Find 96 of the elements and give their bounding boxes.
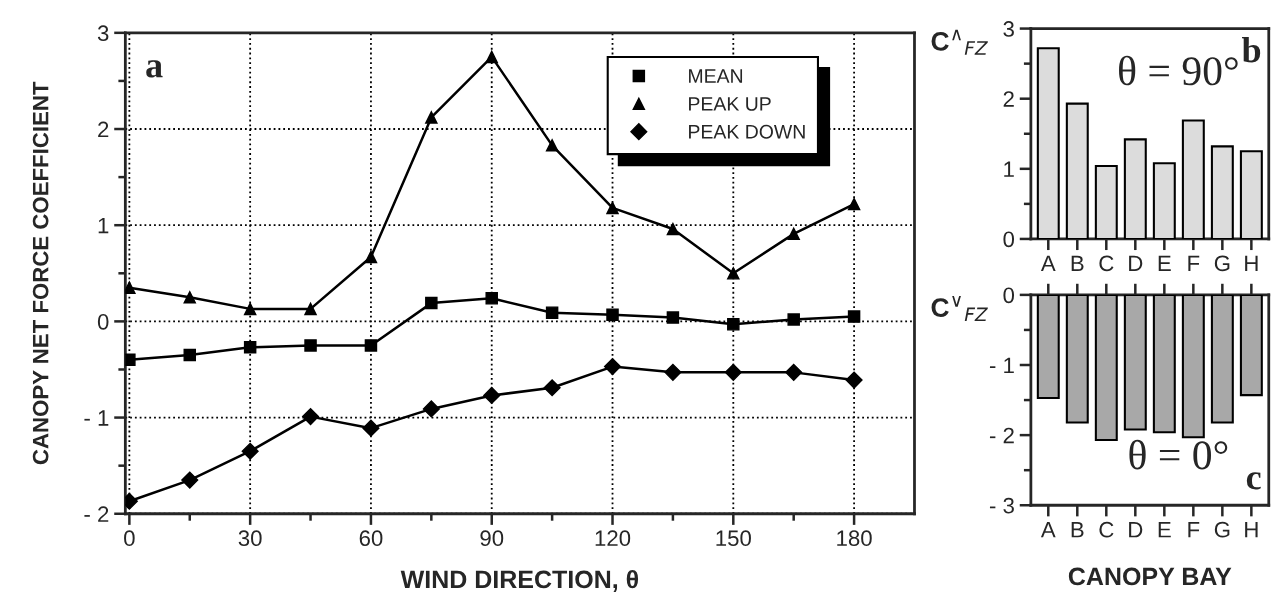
point bbox=[847, 197, 861, 211]
point bbox=[485, 292, 498, 305]
x-tick-label: F bbox=[1188, 522, 1200, 538]
x-tick-label: 90 bbox=[480, 530, 504, 547]
x-tick-label: G bbox=[1214, 255, 1230, 272]
x-tick-label: C bbox=[1099, 521, 1114, 538]
x-tick-label: 30 bbox=[238, 530, 262, 547]
point bbox=[666, 311, 680, 324]
point bbox=[181, 471, 199, 489]
y-tick-label: 0 bbox=[97, 313, 109, 330]
x-tick-label: H bbox=[1245, 522, 1258, 538]
point bbox=[362, 419, 380, 437]
point bbox=[724, 363, 742, 381]
y-tick-label: 3 bbox=[1003, 21, 1014, 37]
annotation: c bbox=[1246, 472, 1261, 490]
bar bbox=[1152, 162, 1176, 239]
x-axis-title: WIND DIRECTION, θ bbox=[400, 569, 639, 592]
bar bbox=[1094, 164, 1118, 239]
x-tick-label: B bbox=[1071, 522, 1084, 538]
annotation: a bbox=[146, 60, 163, 78]
point bbox=[301, 408, 320, 426]
y-tick-label: - 2 bbox=[989, 427, 1014, 444]
point bbox=[664, 363, 682, 381]
point bbox=[787, 313, 800, 326]
point bbox=[666, 222, 680, 236]
point bbox=[545, 139, 559, 152]
point bbox=[183, 291, 197, 304]
y-tick-label: 1 bbox=[98, 217, 109, 234]
point bbox=[785, 363, 803, 381]
legend-label: PEAK UP bbox=[689, 97, 771, 111]
point bbox=[485, 50, 498, 64]
point bbox=[847, 310, 861, 323]
point bbox=[606, 308, 619, 321]
point bbox=[243, 341, 257, 354]
bar bbox=[1181, 119, 1205, 239]
x-tick-label: 120 bbox=[595, 530, 631, 547]
x-tick-label: E bbox=[1158, 255, 1171, 272]
point bbox=[606, 201, 619, 215]
point bbox=[125, 281, 136, 294]
x-tick-label: B bbox=[1071, 255, 1084, 272]
point bbox=[483, 386, 501, 405]
point bbox=[727, 267, 740, 280]
point bbox=[241, 442, 259, 460]
point bbox=[545, 306, 559, 319]
y-tick-label: 0 bbox=[1003, 287, 1015, 304]
point bbox=[425, 296, 438, 310]
x-tick-label: 60 bbox=[359, 530, 383, 547]
x-tick-label: 180 bbox=[837, 530, 872, 547]
y-tick-label: 0 bbox=[1003, 231, 1015, 248]
x-tick-label: C bbox=[1099, 255, 1114, 272]
point bbox=[304, 339, 317, 352]
y-tick-label: 2 bbox=[1003, 91, 1014, 107]
point bbox=[422, 400, 440, 418]
annotation: b bbox=[1242, 36, 1261, 63]
y-tick-label: 2 bbox=[98, 121, 109, 138]
y-tick-label: - 1 bbox=[989, 357, 1014, 374]
point bbox=[364, 339, 378, 352]
x-tick-label: D bbox=[1129, 255, 1143, 272]
x-tick-label: 150 bbox=[716, 530, 751, 547]
annotation: θ = 0° bbox=[1129, 439, 1228, 470]
bar bbox=[1210, 145, 1234, 239]
point bbox=[183, 348, 197, 362]
y-axis-title: CANOPY NET FORCE COEFFICIENT bbox=[32, 81, 49, 465]
point bbox=[425, 111, 438, 124]
y-tick-label: - 1 bbox=[84, 410, 109, 426]
x-tick-label: F bbox=[1188, 255, 1200, 272]
y-tick-label: 1 bbox=[1004, 161, 1014, 177]
point bbox=[727, 318, 740, 331]
y-tick-label: - 3 bbox=[989, 497, 1014, 514]
x-tick-label: A bbox=[1040, 255, 1056, 272]
x-tick-label: 0 bbox=[124, 530, 135, 547]
point bbox=[125, 353, 136, 367]
y-axis-title: C$^{∧}$$_{FZ}$ bbox=[931, 29, 988, 55]
x-axis-title: CANOPY BAY bbox=[1068, 567, 1232, 586]
y-tick-label: 3 bbox=[97, 25, 109, 42]
y-axis-title: C$^{∨}$$_{FZ}$ bbox=[931, 295, 988, 322]
bar bbox=[1065, 102, 1089, 239]
x-tick-label: A bbox=[1040, 522, 1056, 538]
point bbox=[543, 379, 561, 397]
legend-label: PEAK DOWN bbox=[689, 124, 805, 139]
point bbox=[304, 302, 317, 316]
point bbox=[845, 371, 863, 389]
x-tick-label: H bbox=[1245, 255, 1258, 272]
point bbox=[603, 358, 622, 376]
bar bbox=[1036, 47, 1060, 239]
point bbox=[243, 302, 257, 316]
bar bbox=[1123, 138, 1147, 239]
x-tick-label: E bbox=[1158, 522, 1171, 538]
bar bbox=[1239, 150, 1263, 239]
y-tick-label: - 2 bbox=[84, 506, 109, 522]
point bbox=[787, 227, 800, 241]
x-tick-label: D bbox=[1129, 522, 1143, 538]
x-tick-label: G bbox=[1214, 521, 1230, 538]
point bbox=[364, 250, 378, 264]
legend-label: MEAN bbox=[689, 69, 743, 83]
annotation: θ = 90° bbox=[1119, 55, 1238, 86]
